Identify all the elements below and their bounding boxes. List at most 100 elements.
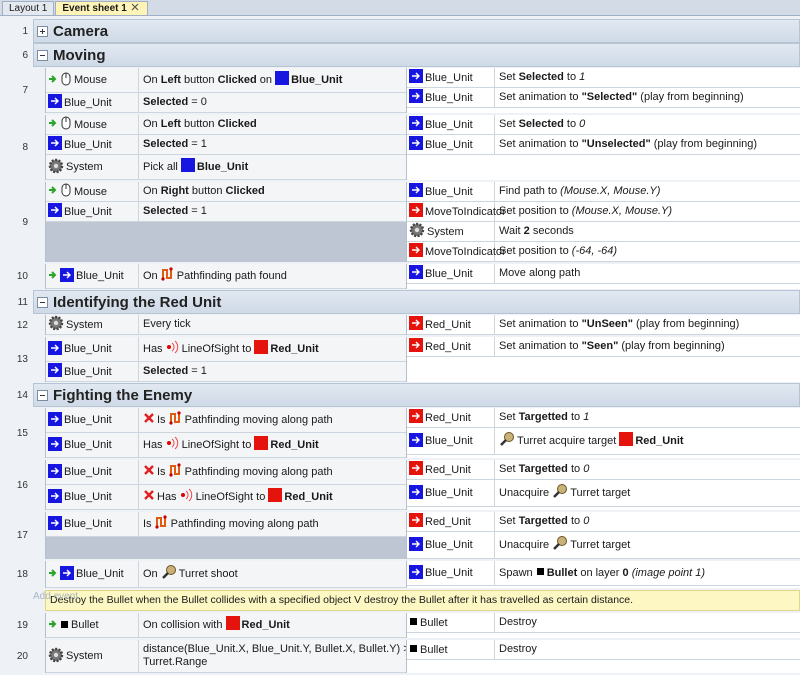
condition-row: Mouse On Right button Clicked [46, 182, 406, 202]
icon-part [48, 488, 62, 503]
event: 17 Blue_Unit Is Pathfinding moving along p… [0, 512, 800, 559]
object-cell: Blue_Unit [46, 408, 139, 432]
icon-part [553, 543, 561, 550]
event: 12 System Every tick Red_Unit Set animation … [0, 315, 800, 335]
trigger-arrow [48, 118, 58, 131]
icon-part [51, 344, 59, 351]
text: on [256, 73, 276, 86]
text: 1 [583, 411, 590, 423]
object-cell: System [46, 155, 139, 179]
event: 7 Mouse On Left button Clicked on Blue_Uni… [0, 68, 800, 113]
icon-part [131, 3, 139, 11]
tab[interactable]: Layout 1 [2, 1, 55, 15]
text: Has [143, 438, 166, 451]
text: Destroy [499, 616, 537, 628]
text: Left [160, 118, 181, 130]
icon-red [268, 488, 283, 506]
condition-text: Has LineOfSight to Red_Unit [139, 433, 406, 457]
object-name: System [427, 225, 464, 238]
icon-red [619, 432, 634, 450]
tab[interactable]: Event sheet 1 [55, 1, 148, 15]
icon-part [409, 136, 423, 150]
object-cell: Red_Unit [407, 408, 495, 427]
text: Pathfinding moving along path [184, 413, 333, 426]
group-header[interactable]: Moving [33, 43, 800, 67]
action-text: Turret acquire target Red_Unit [495, 428, 800, 454]
condition-row: Blue_Unit On Pathfinding path found [46, 264, 406, 289]
icon-part [409, 338, 423, 352]
row-number: 13 [16, 354, 28, 365]
text: "UnSeen" [581, 318, 633, 330]
expand-box[interactable] [37, 49, 48, 61]
icon-part [53, 163, 59, 168]
text: LineOfSight to [181, 438, 255, 451]
text: Selected [518, 118, 564, 130]
group-header[interactable]: Camera [33, 19, 800, 43]
icon-blue [180, 158, 195, 176]
text: Unacquire [499, 538, 553, 551]
icon-part [412, 246, 420, 254]
condition-row: Blue_Unit Is Pathfinding moving along pat… [46, 460, 406, 485]
row-number: 16 [16, 479, 28, 491]
group-header[interactable]: Identifying the Red Unit [33, 290, 800, 314]
icon-part [144, 413, 154, 423]
icon-system [48, 158, 64, 177]
icon-part [500, 439, 507, 446]
icon-part [48, 136, 62, 150]
icon-part [409, 461, 423, 475]
text: Find path to [499, 185, 561, 197]
add-event[interactable]: Add event [33, 591, 79, 602]
close-button[interactable] [131, 2, 139, 15]
object-cell: Blue_Unit [46, 337, 139, 361]
text: Destroy [499, 643, 537, 655]
icon-part [412, 268, 420, 276]
icon-part [131, 3, 139, 11]
text: = 0 [188, 96, 207, 108]
actions: Red_Unit Set animation to "UnSeen" (play … [406, 315, 800, 335]
row-number: 19 [16, 620, 28, 631]
icon-part [409, 89, 423, 103]
trigger-arrow [48, 270, 58, 283]
icon-part [409, 513, 423, 527]
object-name: Blue_Unit [64, 365, 112, 378]
text: button [180, 73, 218, 86]
text: Set [499, 515, 519, 527]
expand-box[interactable] [37, 296, 48, 308]
trigger-arrow [48, 185, 58, 198]
text: On collision with [143, 618, 226, 631]
condition-row: Blue_Unit Has LineOfSight to Red_Unit [46, 433, 406, 458]
icon-part [48, 411, 62, 426]
icon-part [414, 227, 420, 233]
icon-path [169, 463, 183, 481]
conditions: Mouse On Left button Clicked Blue_Unit Sele… [45, 115, 406, 180]
group: 11 Identifying the Red Unit [0, 290, 800, 314]
conditions: Blue_Unit Is Pathfinding moving along pat… [45, 408, 406, 458]
icon-part [169, 413, 180, 423]
icon-blue [409, 484, 423, 502]
actions: Blue_Unit Find path to (Mouse.X, Mouse.Y)… [406, 182, 800, 262]
row-number: 10 [16, 271, 28, 282]
text: Selected [143, 365, 189, 377]
object-cell: System [46, 315, 139, 334]
row-number: 11 [17, 296, 28, 308]
expand-box[interactable] [37, 25, 48, 37]
icon-part [161, 269, 172, 279]
icon-blue [275, 71, 290, 89]
icon-part [166, 436, 178, 450]
action-text: Set Targetted to 1 [495, 408, 800, 427]
group-header[interactable]: Fighting the Enemy [33, 383, 800, 407]
text: on layer [577, 566, 623, 579]
text: Wait [499, 225, 524, 237]
icon-part [49, 619, 57, 628]
icon-part [409, 564, 423, 579]
icon-part [48, 463, 62, 478]
icon-part [40, 28, 45, 34]
icon-part [161, 565, 176, 579]
condition-row: Mouse On Left button Clicked on Blue_Unit [46, 68, 406, 93]
object-cell: Bullet [407, 640, 495, 659]
icon-part [144, 465, 154, 475]
condition-row: System Every tick [46, 315, 406, 335]
expand-box[interactable] [37, 389, 48, 401]
group: 6 Moving [0, 43, 800, 67]
conditions: Mouse On Left button Clicked on Blue_Unit… [45, 68, 406, 113]
